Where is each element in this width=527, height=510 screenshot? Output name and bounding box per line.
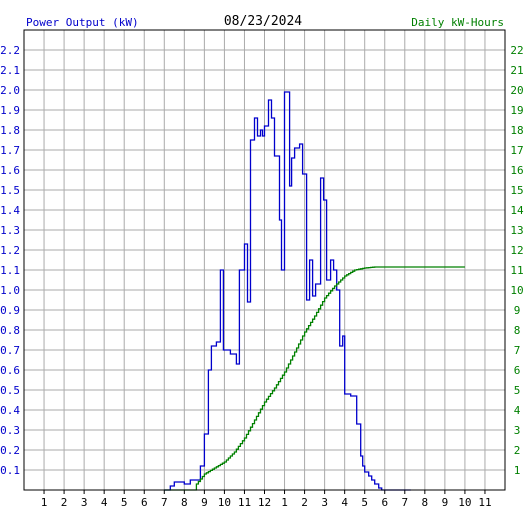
power-output-series-line (164, 91, 411, 491)
x-tick-label: 6 (381, 496, 388, 509)
right-tick-label: 13 (510, 224, 523, 237)
right-tick-label: 6 (514, 364, 521, 377)
right-tick-label: 14 (510, 204, 524, 217)
left-tick-label: 0.9 (0, 304, 20, 317)
x-tick-label: 5 (121, 496, 128, 509)
right-tick-label: 15 (510, 184, 523, 197)
right-tick-label: 11 (510, 264, 523, 277)
right-tick-label: 17 (510, 144, 523, 157)
right-tick-label: 5 (514, 384, 521, 397)
power-axis-title: Power Output (kW) (26, 16, 139, 29)
x-tick-label: 2 (61, 496, 68, 509)
right-tick-label: 22 (510, 44, 523, 57)
left-tick-label: 0.8 (0, 324, 20, 337)
right-tick-label: 7 (514, 344, 521, 357)
right-tick-label: 19 (510, 104, 523, 117)
x-tick-label: 9 (442, 496, 449, 509)
left-tick-label: 0.5 (0, 384, 20, 397)
gridlines (24, 30, 505, 490)
x-tick-label: 1 (41, 496, 48, 509)
x-tick-label: 6 (141, 496, 148, 509)
right-tick-label: 3 (514, 424, 521, 437)
x-tick-label: 10 (218, 496, 231, 509)
left-tick-label: 0.6 (0, 364, 20, 377)
x-tick-label: 3 (81, 496, 88, 509)
left-axis-tick-labels: 0.1 0.2 0.3 0.4 0.5 0.6 0.7 0.8 0.9 1.0 1.1 1.2 1.3 1… (0, 44, 20, 477)
left-tick-label: 1.9 (0, 104, 20, 117)
left-tick-label: 1.6 (0, 164, 20, 177)
x-tick-label: 8 (181, 496, 188, 509)
right-tick-label: 9 (514, 304, 521, 317)
x-tick-label: 4 (101, 496, 108, 509)
daily-kwh-series-line (164, 266, 465, 491)
right-tick-label: 21 (510, 64, 523, 77)
right-tick-label: 1 (514, 464, 521, 477)
left-tick-label: 1.3 (0, 224, 20, 237)
left-tick-label: 1.4 (0, 204, 20, 217)
x-tick-label: 7 (161, 496, 168, 509)
tick-marks (43, 490, 486, 494)
left-tick-label: 1.8 (0, 124, 20, 137)
chart-date-title: 08/23/2024 (224, 14, 302, 29)
left-tick-label: 1.5 (0, 184, 20, 197)
right-tick-label: 18 (510, 124, 523, 137)
x-tick-label: 10 (458, 496, 471, 509)
x-tick-label: 2 (301, 496, 308, 509)
left-tick-label: 0.2 (0, 444, 20, 457)
right-tick-label: 20 (510, 84, 523, 97)
x-tick-label: 5 (361, 496, 368, 509)
left-tick-label: 0.7 (0, 344, 20, 357)
right-tick-label: 12 (510, 244, 523, 257)
right-tick-label: 4 (514, 404, 521, 417)
left-tick-label: 1.1 (0, 264, 20, 277)
x-tick-label: 11 (478, 496, 491, 509)
x-axis-tick-labels: 1 2 3 4 5 6 7 8 9 10 11 12 1 2 3 4 5 6 7 8 9 10 11 (41, 496, 492, 509)
energy-axis-title: Daily kW-Hours (411, 16, 504, 29)
x-tick-label: 7 (401, 496, 408, 509)
x-tick-label: 4 (341, 496, 348, 509)
left-tick-label: 2.2 (0, 44, 20, 57)
plot-frame (23, 29, 506, 491)
x-tick-label: 8 (422, 496, 429, 509)
left-tick-label: 1.2 (0, 244, 20, 257)
left-tick-label: 0.4 (0, 404, 20, 417)
right-tick-label: 10 (510, 284, 523, 297)
left-tick-label: 2.0 (0, 84, 20, 97)
series-layer (164, 91, 465, 491)
left-tick-label: 2.1 (0, 64, 20, 77)
left-tick-label: 1.7 (0, 144, 20, 157)
right-tick-label: 2 (514, 444, 521, 457)
x-tick-label: 12 (258, 496, 271, 509)
x-tick-label: 3 (321, 496, 328, 509)
left-tick-label: 1.0 (0, 284, 20, 297)
left-tick-label: 0.3 (0, 424, 20, 437)
right-tick-label: 8 (514, 324, 521, 337)
x-tick-label: 11 (238, 496, 251, 509)
x-tick-label: 1 (281, 496, 288, 509)
left-tick-label: 0.1 (0, 464, 20, 477)
x-tick-label: 9 (201, 496, 208, 509)
right-tick-label: 16 (510, 164, 523, 177)
